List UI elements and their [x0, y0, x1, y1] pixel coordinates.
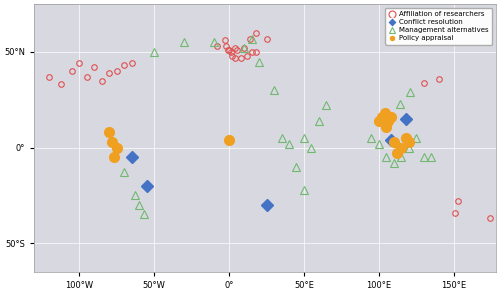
Legend: Affiliation of researchers, Conflict resolution, Management alternatives, Policy: Affiliation of researchers, Conflict res…	[386, 8, 492, 45]
